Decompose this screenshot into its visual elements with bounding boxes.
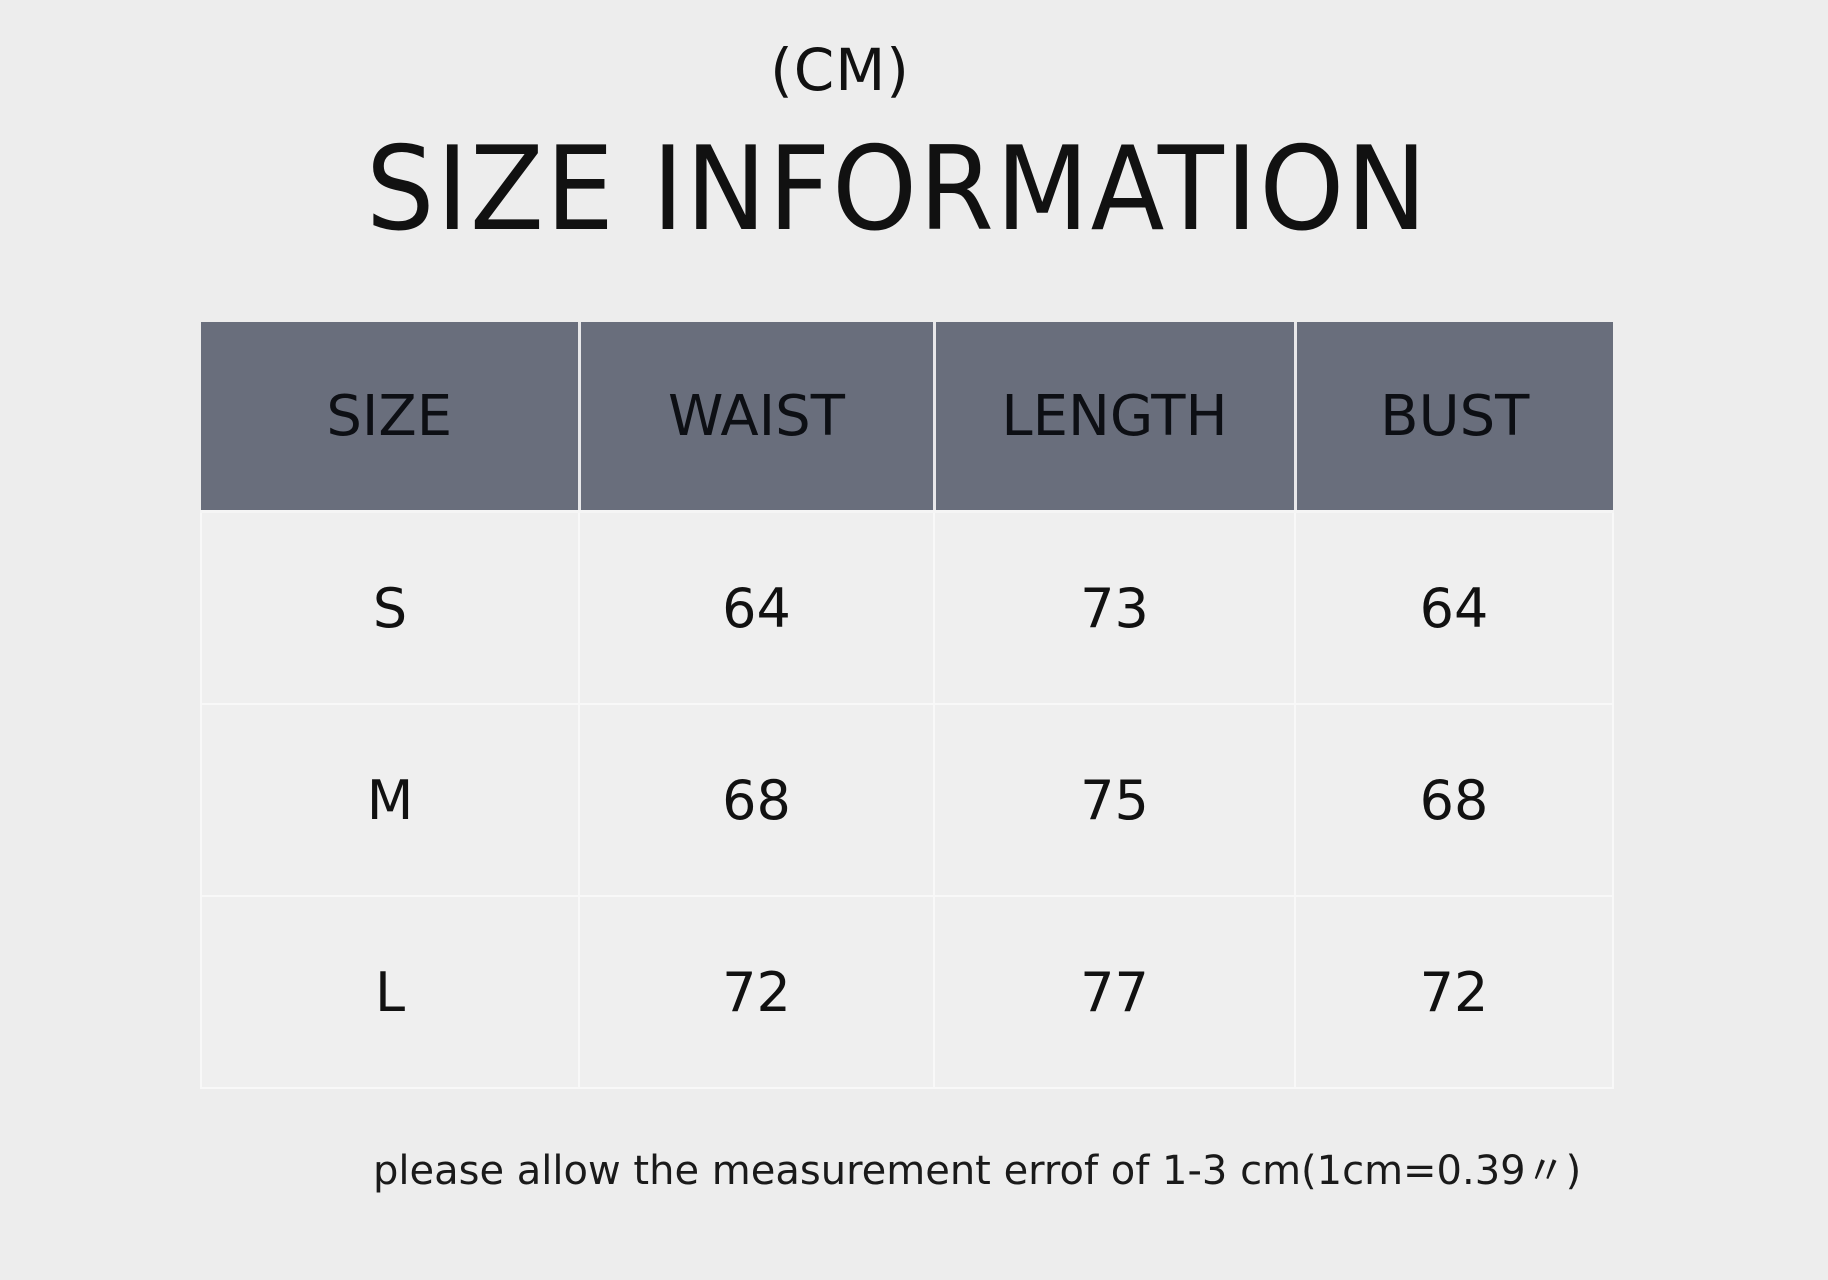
table-header-row: SIZE WAIST LENGTH BUST — [201, 322, 1613, 513]
cell-length: 77 — [933, 895, 1296, 1089]
unit-label: (CM) — [770, 36, 910, 104]
cell-bust: 68 — [1294, 703, 1614, 897]
header-size: SIZE — [201, 322, 581, 513]
header-bust: BUST — [1293, 322, 1613, 513]
cell-waist: 64 — [578, 510, 935, 705]
cell-bust: 64 — [1294, 510, 1614, 705]
table-row: M 68 75 68 — [200, 703, 1614, 897]
cell-waist: 68 — [578, 703, 935, 897]
cell-size: M — [200, 703, 580, 897]
table-row: L 72 77 72 — [200, 895, 1614, 1089]
size-table: SIZE WAIST LENGTH BUST S 64 73 64 M 68 7… — [200, 322, 1614, 1089]
cell-bust: 72 — [1294, 895, 1614, 1089]
table-row: S 64 73 64 — [200, 510, 1614, 705]
cell-waist: 72 — [578, 895, 935, 1089]
header-waist: WAIST — [577, 322, 936, 513]
cell-size: S — [200, 510, 580, 705]
measurement-note: please allow the measurement errof of 1-… — [373, 1148, 1582, 1194]
header-length: LENGTH — [932, 322, 1297, 513]
page-title: SIZE INFORMATION — [366, 122, 1429, 257]
cell-length: 73 — [933, 510, 1296, 705]
cell-size: L — [200, 895, 580, 1089]
cell-length: 75 — [933, 703, 1296, 897]
